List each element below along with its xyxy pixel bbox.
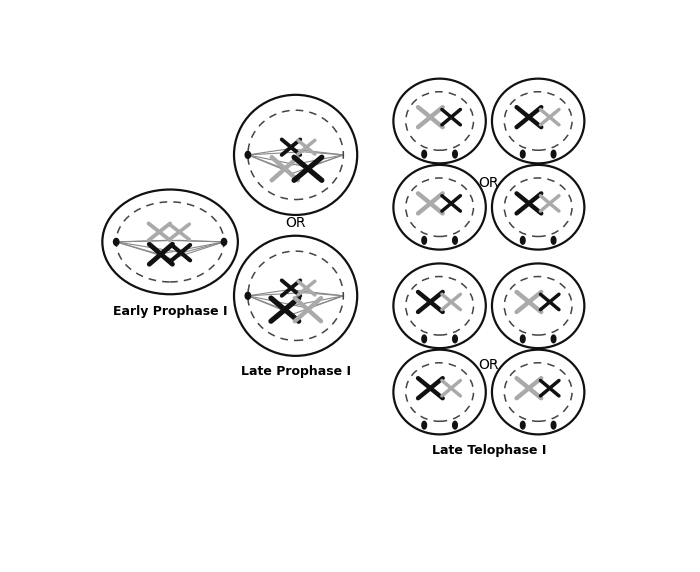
Ellipse shape — [113, 239, 119, 245]
Ellipse shape — [453, 236, 457, 244]
Ellipse shape — [521, 422, 525, 429]
Text: OR: OR — [479, 176, 499, 189]
Ellipse shape — [422, 335, 426, 343]
Ellipse shape — [521, 236, 525, 244]
Ellipse shape — [422, 422, 426, 429]
Ellipse shape — [521, 335, 525, 343]
Ellipse shape — [552, 422, 556, 429]
Ellipse shape — [453, 422, 457, 429]
Ellipse shape — [552, 236, 556, 244]
Ellipse shape — [453, 335, 457, 343]
Ellipse shape — [245, 292, 251, 299]
Ellipse shape — [221, 239, 227, 245]
Text: Late Telophase I: Late Telophase I — [432, 444, 546, 458]
Text: OR: OR — [286, 216, 306, 229]
Ellipse shape — [552, 150, 556, 158]
Ellipse shape — [521, 150, 525, 158]
Text: OR: OR — [479, 358, 499, 372]
Ellipse shape — [422, 150, 426, 158]
Ellipse shape — [453, 150, 457, 158]
Ellipse shape — [552, 335, 556, 343]
Ellipse shape — [422, 236, 426, 244]
Text: Early Prophase I: Early Prophase I — [113, 305, 228, 318]
Ellipse shape — [245, 152, 251, 158]
Text: Late Prophase I: Late Prophase I — [241, 365, 351, 378]
